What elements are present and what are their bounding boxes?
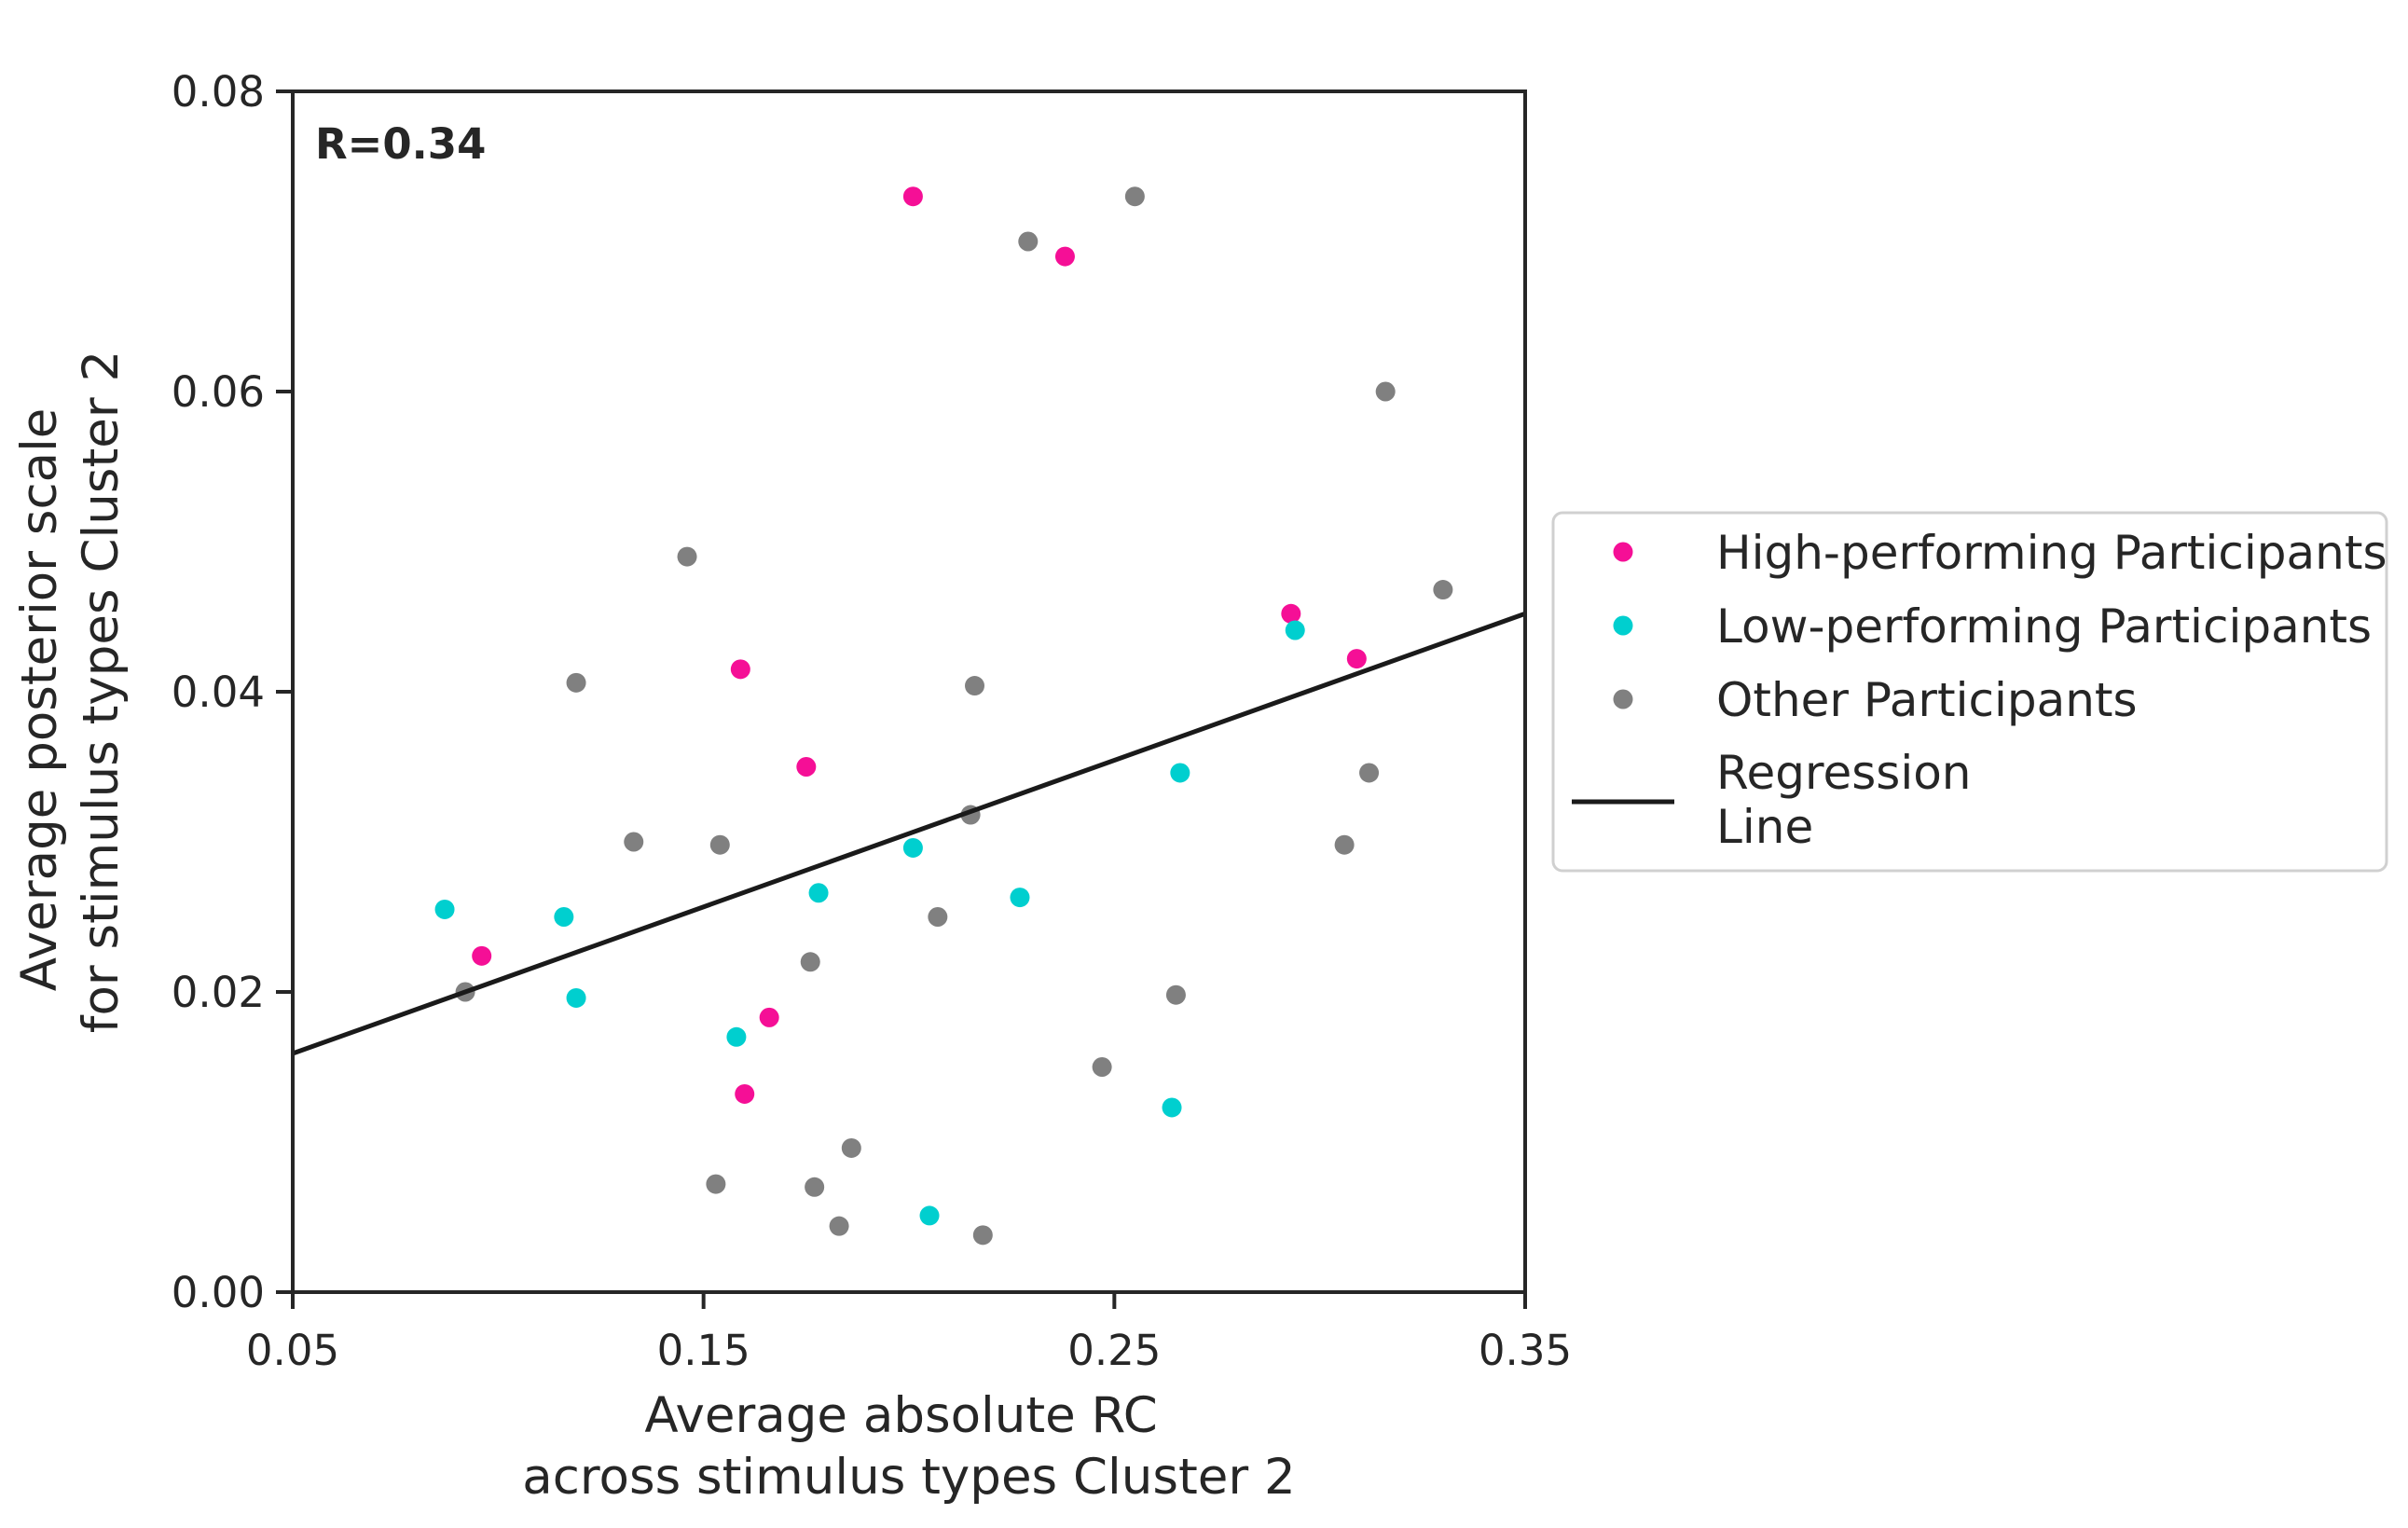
data-points: [434, 186, 1453, 1246]
scatter-point-series-3: [965, 676, 985, 696]
x-axis-label: Average absolute RC across stimulus type…: [522, 1387, 1295, 1506]
legend-label-series-2: Low-performing Participants: [1716, 599, 2372, 654]
scatter-point-series-3: [1334, 834, 1355, 855]
y-tick-label: 0.04: [172, 668, 265, 717]
scatter-point-series-2: [726, 1026, 747, 1047]
scatter-point-series-3: [1165, 984, 1186, 1005]
scatter-point-series-1: [1346, 649, 1367, 669]
regression-line: [292, 611, 1526, 1056]
scatter-point-series-2: [902, 837, 923, 858]
scatter-point-series-3: [841, 1137, 861, 1158]
scatter-point-series-3: [829, 1216, 849, 1236]
scatter-point-series-2: [1162, 1097, 1182, 1118]
x-axis-label-line-1: Average absolute RC: [644, 1387, 1157, 1444]
legend-marker-series-2: [1613, 615, 1633, 636]
x-tick-label: 0.25: [1067, 1326, 1161, 1375]
y-tick-label: 0.02: [172, 968, 265, 1017]
scatter-point-series-1: [472, 945, 492, 966]
scatter-point-series-3: [1359, 763, 1380, 783]
scatter-point-series-3: [805, 1177, 825, 1197]
x-axis-label-line-2: across stimulus types Cluster 2: [522, 1449, 1295, 1506]
legend-label-series-3: Other Participants: [1716, 673, 2138, 727]
scatter-point-series-3: [972, 1225, 993, 1246]
scatter-point-series-3: [566, 672, 586, 693]
legend-label-regression-line-1: Regression: [1716, 746, 1972, 800]
y-axis-label-line-1: Average posterior scale: [11, 408, 68, 992]
legend-marker-series-3: [1613, 689, 1633, 709]
scatter-point-series-2: [434, 899, 455, 919]
axes-frame: [291, 89, 1527, 1294]
scatter-point-series-3: [1375, 381, 1396, 402]
x-tick-label: 0.15: [657, 1326, 750, 1375]
legend-label-regression-line-2: Line: [1716, 800, 1813, 854]
scatter-point-series-3: [677, 546, 697, 567]
scatter-point-series-2: [554, 907, 574, 927]
legend-label-series-1: High-performing Participants: [1716, 526, 2387, 580]
y-tick-label: 0.06: [172, 367, 265, 417]
legend-box: [1551, 511, 2388, 873]
regression-line-layer: [292, 611, 1526, 1056]
scatter-point-series-3: [624, 832, 644, 852]
y-tick-label: 0.00: [172, 1268, 265, 1317]
x-tick-label: 0.35: [1479, 1326, 1572, 1375]
scatter-point-series-3: [1092, 1057, 1112, 1077]
scatter-point-series-3: [928, 907, 948, 927]
scatter-point-series-1: [1281, 603, 1301, 624]
scatter-point-series-3: [1124, 186, 1145, 207]
y-axis-label: Average posterior scale for stimulus typ…: [11, 351, 130, 1033]
scatter-point-series-3: [1433, 580, 1453, 600]
scatter-point-series-2: [1285, 620, 1305, 640]
scatter-point-series-1: [1054, 246, 1075, 267]
scatter-point-series-2: [1170, 763, 1190, 783]
scatter-point-series-1: [759, 1007, 779, 1027]
scatter-point-series-3: [706, 1174, 726, 1194]
scatter-point-series-1: [902, 186, 923, 207]
scatter-point-series-3: [709, 834, 730, 855]
scatter-point-series-1: [735, 1083, 755, 1104]
scatter-point-series-3: [1018, 231, 1039, 252]
scatter-point-series-1: [796, 757, 817, 777]
axis-ticks: 0.05 0.15 0.25 0.35 0.00 0.02 0.04 0.06 0.08: [172, 67, 1572, 1375]
scatter-point-series-2: [808, 883, 829, 903]
correlation-annotation: R=0.34: [315, 119, 486, 169]
scatter-point-series-3: [800, 952, 820, 972]
y-tick-label: 0.08: [172, 67, 265, 117]
legend-label-regression: Regression Line: [1716, 746, 1972, 854]
scatter-point-series-2: [919, 1205, 940, 1226]
scatter-point-series-2: [566, 987, 586, 1008]
scatter-point-series-1: [730, 659, 750, 680]
y-axis-label-line-2: for stimulus types Cluster 2: [73, 351, 130, 1033]
legend: High-performing Participants Low-performi…: [1551, 511, 2388, 873]
legend-marker-series-1: [1613, 542, 1633, 562]
x-tick-label: 0.05: [246, 1326, 339, 1375]
scatter-point-series-2: [1010, 888, 1030, 908]
